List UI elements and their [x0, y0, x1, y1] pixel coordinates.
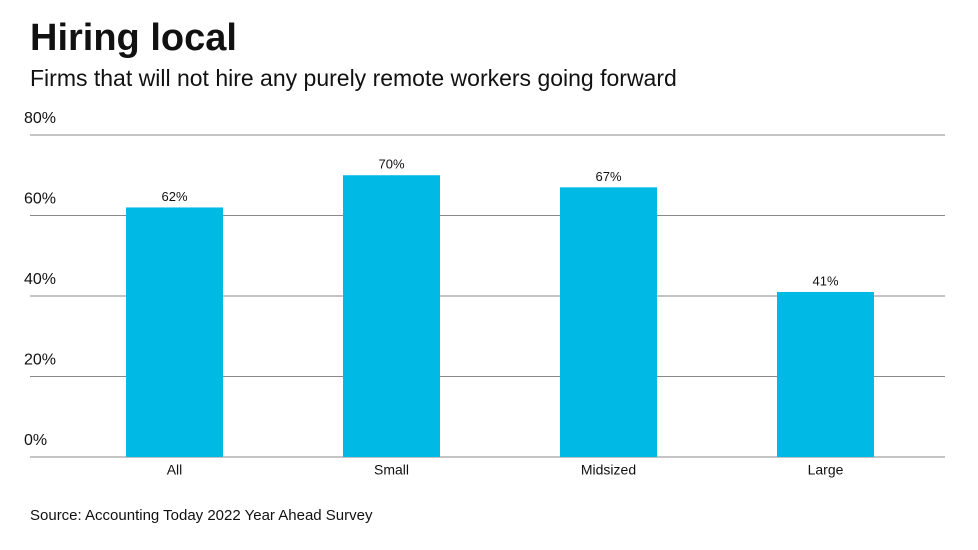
chart-title: Hiring local — [30, 17, 237, 59]
y-tick-label: 40% — [24, 271, 56, 288]
bar — [343, 175, 440, 457]
bar — [777, 291, 874, 457]
value-label: 41% — [812, 273, 838, 288]
y-tick-label: 20% — [24, 352, 56, 369]
value-label: 67% — [595, 169, 621, 184]
bar — [560, 187, 657, 457]
y-tick-label: 80% — [24, 110, 56, 127]
x-tick-label: All — [167, 462, 183, 478]
y-tick-label: 60% — [24, 191, 56, 208]
source-note: Source: Accounting Today 2022 Year Ahead… — [30, 507, 373, 524]
value-label: 62% — [161, 189, 187, 204]
bar — [126, 207, 223, 457]
chart-subtitle: Firms that will not hire any purely remo… — [30, 65, 677, 91]
x-tick-label: Large — [808, 462, 844, 478]
x-tick-label: Small — [374, 462, 409, 478]
y-tick-label: 0% — [24, 432, 47, 449]
x-tick-label: Midsized — [581, 462, 636, 478]
value-label: 70% — [378, 157, 404, 172]
